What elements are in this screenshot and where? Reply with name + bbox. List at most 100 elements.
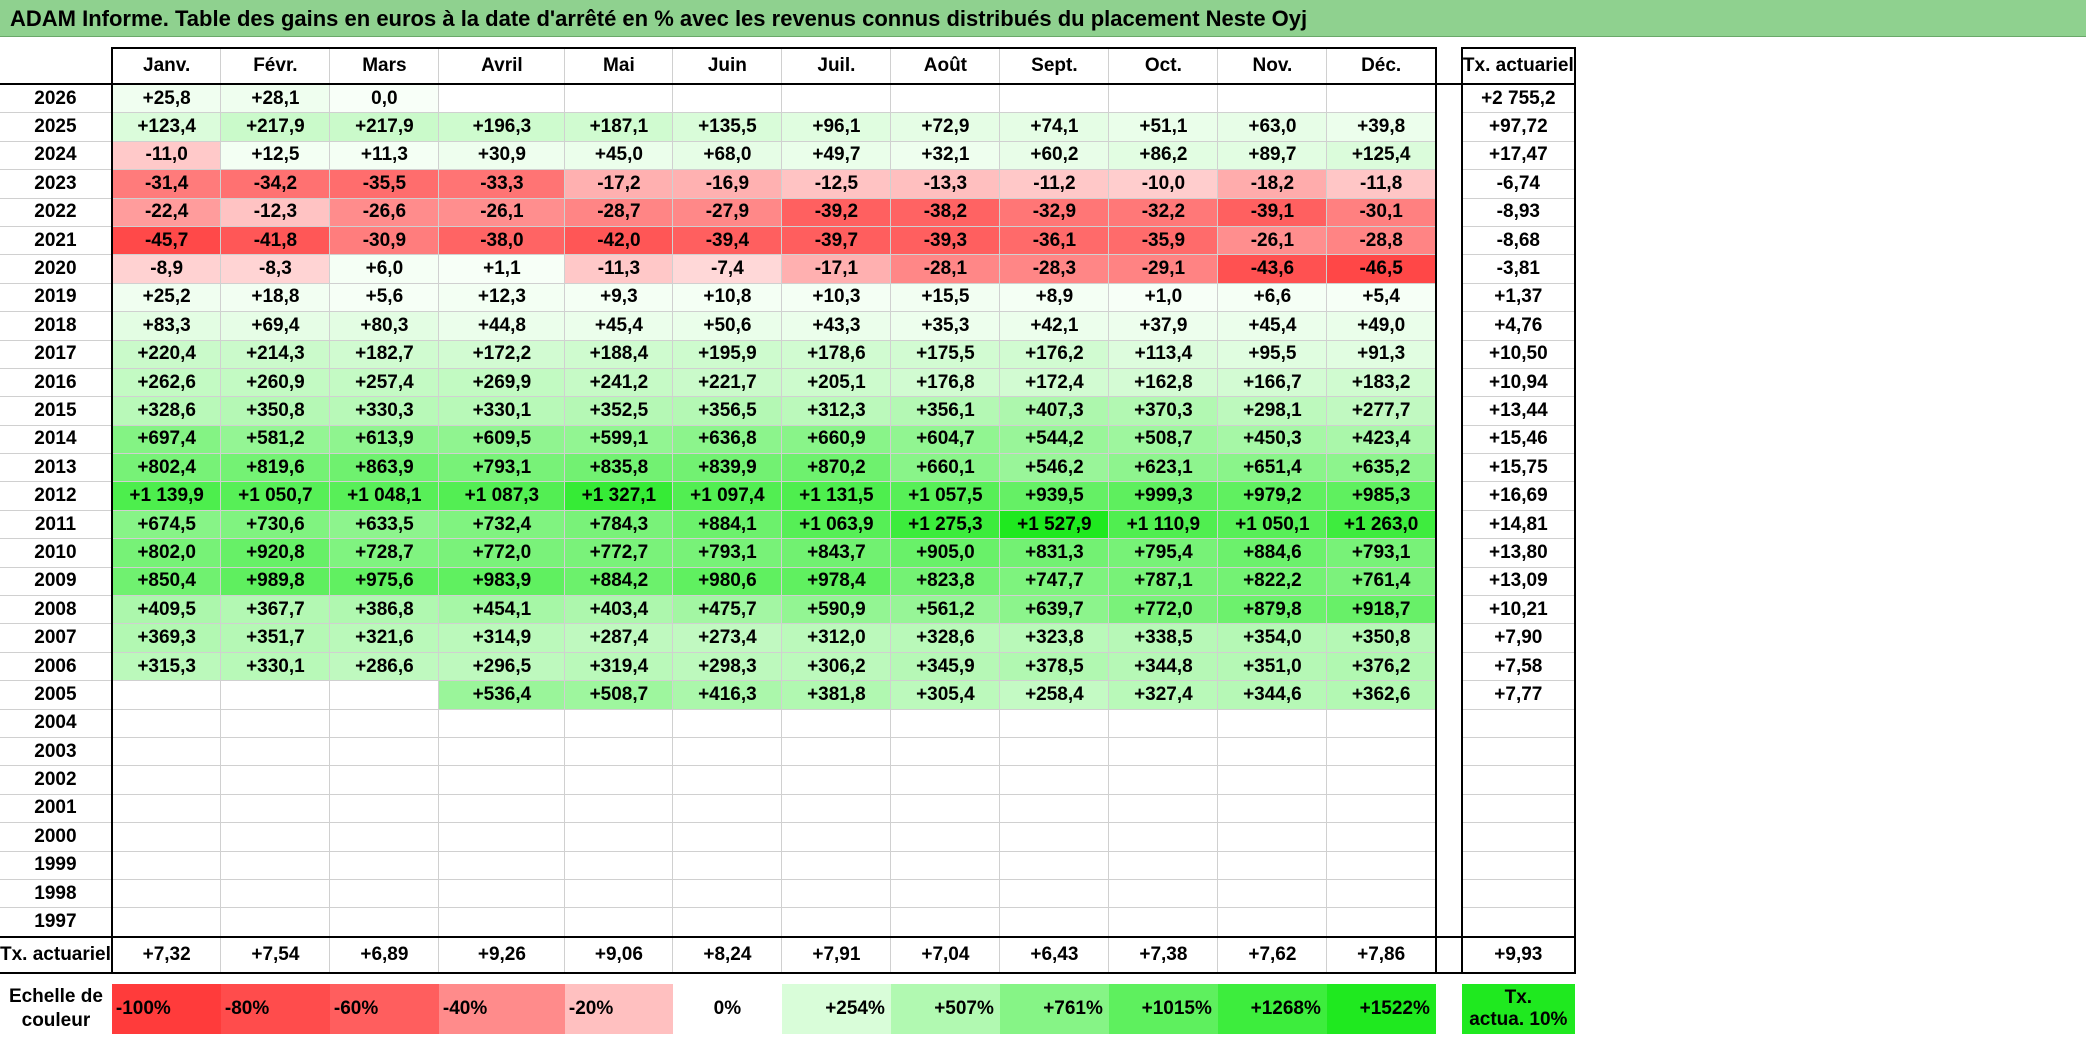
gap-cell xyxy=(1436,984,1462,1034)
value-cell: +330,1 xyxy=(220,652,331,682)
gap-cell xyxy=(1435,538,1462,568)
value-cell xyxy=(890,794,1001,824)
value-cell xyxy=(890,851,1001,880)
value-cell: -32,2 xyxy=(1108,198,1219,227)
value-cell xyxy=(110,794,222,824)
value-cell xyxy=(110,822,222,852)
month-header: Août xyxy=(890,47,1001,85)
value-cell: +286,6 xyxy=(329,652,440,682)
value-cell: +979,2 xyxy=(1217,481,1328,511)
value-cell xyxy=(220,737,331,767)
value-cell: +787,1 xyxy=(1108,567,1219,597)
value-cell xyxy=(1326,709,1437,738)
value-cell: +80,3 xyxy=(329,311,440,341)
value-cell: +784,3 xyxy=(564,510,674,540)
table-row: 2003 xyxy=(0,737,1576,767)
row-total: +13,09 xyxy=(1460,567,1576,597)
year-label: 2002 xyxy=(0,765,112,795)
value-cell: +49,0 xyxy=(1326,311,1437,341)
value-cell: +831,3 xyxy=(999,538,1110,568)
value-cell: +1 527,9 xyxy=(999,510,1110,540)
table-row: 2000 xyxy=(0,822,1576,852)
legend-swatch: +1268% xyxy=(1217,983,1327,1034)
year-label: 2026 xyxy=(0,84,112,114)
value-cell xyxy=(781,84,892,114)
value-cell: +999,3 xyxy=(1108,481,1219,511)
row-total: +16,69 xyxy=(1460,481,1576,511)
value-cell xyxy=(564,822,674,852)
value-cell: +123,4 xyxy=(110,112,222,142)
value-cell: +183,2 xyxy=(1326,368,1437,398)
row-total: +14,81 xyxy=(1460,510,1576,540)
value-cell: +25,2 xyxy=(110,283,222,313)
corner-cell xyxy=(0,48,112,85)
footer-value: +7,62 xyxy=(1217,935,1328,974)
value-cell xyxy=(1326,822,1437,852)
value-cell: +697,4 xyxy=(110,425,222,455)
value-cell: +69,4 xyxy=(220,311,331,341)
value-cell: +409,5 xyxy=(110,595,222,625)
value-cell xyxy=(672,907,783,938)
value-cell xyxy=(1326,907,1437,938)
value-cell: +561,2 xyxy=(890,595,1001,625)
table-row: 2006 +315,3 +330,1 +286,6 +296,5 +319,4 +298,3… xyxy=(0,652,1576,682)
value-cell: +633,5 xyxy=(329,510,440,540)
value-cell: +217,9 xyxy=(329,112,440,142)
value-cell xyxy=(438,794,566,824)
value-cell: +536,4 xyxy=(438,680,566,710)
year-label: 2010 xyxy=(0,538,112,568)
value-cell: +728,7 xyxy=(329,538,440,568)
value-cell: -8,3 xyxy=(220,254,331,284)
value-cell: +176,8 xyxy=(890,368,1001,398)
value-cell: +989,8 xyxy=(220,567,331,597)
value-cell xyxy=(564,84,674,114)
value-cell xyxy=(672,879,783,909)
gap-cell xyxy=(1435,198,1462,227)
row-total: +13,80 xyxy=(1460,538,1576,568)
value-cell xyxy=(564,794,674,824)
value-cell: +50,6 xyxy=(672,311,783,341)
value-cell xyxy=(781,851,892,880)
value-cell: +37,9 xyxy=(1108,311,1219,341)
value-cell: +920,8 xyxy=(220,538,331,568)
value-cell: -28,1 xyxy=(890,254,1001,284)
spacer-cell xyxy=(221,973,330,984)
value-cell: +1 097,4 xyxy=(672,481,783,511)
row-total: +13,44 xyxy=(1460,396,1576,426)
footer-value: +8,24 xyxy=(672,935,783,974)
value-cell: +172,4 xyxy=(999,368,1110,398)
value-cell: -17,2 xyxy=(564,169,674,199)
value-cell: -35,9 xyxy=(1108,226,1219,256)
header-row: Janv. Févr. Mars Avril Mai Juin Juil. Août Sept.… xyxy=(0,47,1576,85)
table-row: 2008 +409,5 +367,7 +386,8 +454,1 +403,4 +475,7… xyxy=(0,595,1576,625)
value-cell xyxy=(1108,907,1219,938)
year-label: 2024 xyxy=(0,141,112,171)
value-cell: +63,0 xyxy=(1217,112,1328,142)
value-cell xyxy=(329,794,440,824)
value-cell: -39,7 xyxy=(781,226,892,256)
value-cell: +351,0 xyxy=(1217,652,1328,682)
value-cell xyxy=(1217,851,1328,880)
value-cell: +287,4 xyxy=(564,623,674,653)
value-cell: +1 050,7 xyxy=(220,481,331,511)
row-total xyxy=(1460,709,1576,738)
value-cell: +277,7 xyxy=(1326,396,1437,426)
value-cell: -36,1 xyxy=(999,226,1110,256)
year-label: 2013 xyxy=(0,453,112,483)
row-total: +10,21 xyxy=(1460,595,1576,625)
value-cell: -30,1 xyxy=(1326,198,1437,227)
spacer-cell xyxy=(1327,973,1436,984)
value-cell: +323,8 xyxy=(999,623,1110,653)
gap-cell xyxy=(1435,907,1462,937)
gap-cell xyxy=(1435,822,1462,852)
legend-swatch: -100% xyxy=(111,983,221,1034)
footer-value: +7,04 xyxy=(890,935,1001,974)
value-cell: +599,1 xyxy=(564,425,674,455)
value-cell: +1 063,9 xyxy=(781,510,892,540)
value-cell: 0,0 xyxy=(329,84,440,114)
value-cell: +6,6 xyxy=(1217,283,1328,313)
value-cell xyxy=(1217,794,1328,824)
footer-value: +9,06 xyxy=(564,935,674,974)
value-cell: +195,9 xyxy=(672,340,783,369)
value-cell xyxy=(672,822,783,852)
